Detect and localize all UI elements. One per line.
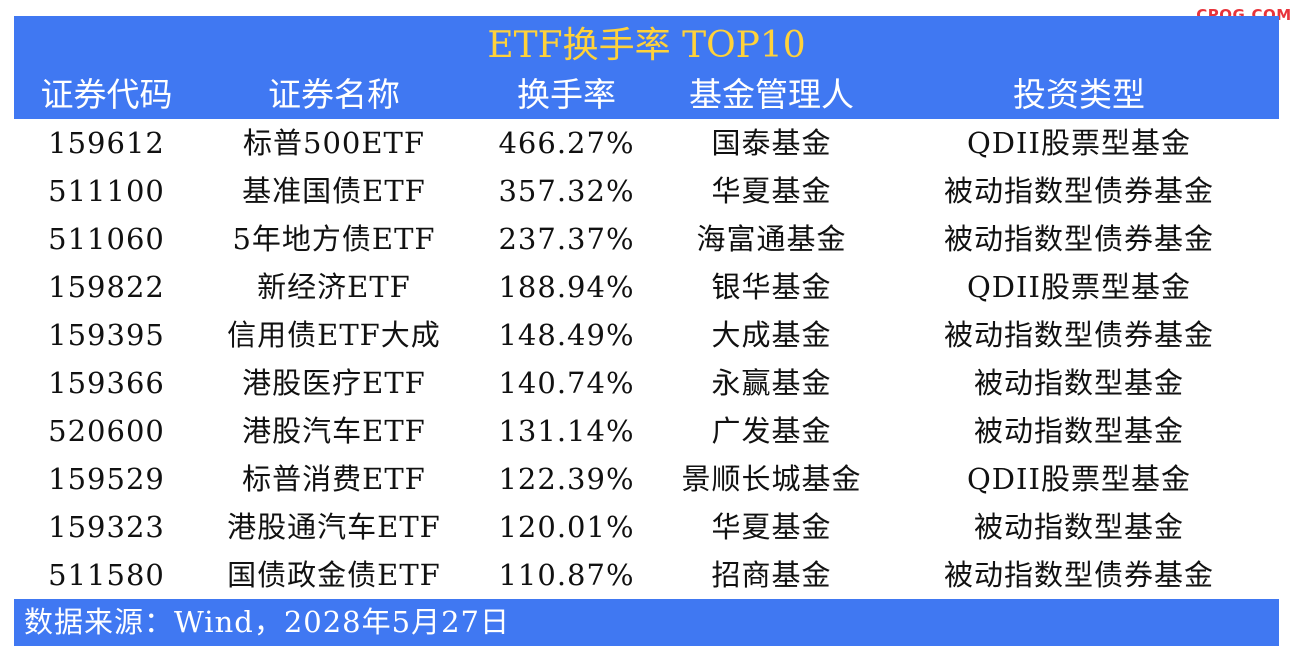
column-header-row: 证券代码 证券名称 换手率 基金管理人 投资类型 bbox=[14, 72, 1279, 118]
table-row: 159529 标普消费ETF 122.39% 景顺长城基金 QDII股票型基金 bbox=[14, 455, 1279, 503]
cell-code: 159366 bbox=[48, 366, 165, 400]
cell-manager: 招商基金 bbox=[711, 558, 832, 592]
cell-name: 标普消费ETF bbox=[242, 462, 426, 496]
cell-turnover: 148.49% bbox=[498, 318, 635, 352]
column-header-manager: 基金管理人 bbox=[689, 75, 854, 114]
cell-code: 159822 bbox=[48, 270, 165, 304]
cell-name: 港股汽车ETF bbox=[242, 414, 426, 448]
cell-type: QDII股票型基金 bbox=[967, 126, 1191, 160]
cell-manager: 华夏基金 bbox=[711, 174, 832, 208]
cell-type: QDII股票型基金 bbox=[967, 270, 1191, 304]
cell-type: 被动指数型债券基金 bbox=[943, 318, 1214, 352]
cell-turnover: 188.94% bbox=[498, 270, 635, 304]
column-header-type: 投资类型 bbox=[1013, 75, 1145, 114]
cell-manager: 广发基金 bbox=[711, 414, 832, 448]
table-row: 511580 国债政金债ETF 110.87% 招商基金 被动指数型债券基金 bbox=[14, 551, 1279, 599]
column-header-turnover: 换手率 bbox=[517, 75, 616, 114]
cell-name: 国债政金债ETF bbox=[227, 558, 441, 592]
cell-type: QDII股票型基金 bbox=[967, 462, 1191, 496]
cell-name: 信用债ETF大成 bbox=[227, 318, 441, 352]
table-row: 159366 港股医疗ETF 140.74% 永赢基金 被动指数型基金 bbox=[14, 359, 1279, 407]
etf-turnover-table: ETF换手率 TOP10 证券代码 证券名称 换手率 基金管理人 投资类型 15… bbox=[14, 16, 1279, 646]
table-body: 159612 标普500ETF 466.27% 国泰基金 QDII股票型基金 511100… bbox=[14, 119, 1279, 599]
cell-turnover: 140.74% bbox=[498, 366, 635, 400]
cell-name: 港股医疗ETF bbox=[242, 366, 426, 400]
cell-manager: 景顺长城基金 bbox=[681, 462, 862, 496]
table-row: 159612 标普500ETF 466.27% 国泰基金 QDII股票型基金 bbox=[14, 119, 1279, 167]
cell-manager: 国泰基金 bbox=[711, 126, 832, 160]
cell-turnover: 237.37% bbox=[498, 222, 635, 256]
table-row: 511100 基准国债ETF 357.32% 华夏基金 被动指数型债券基金 bbox=[14, 167, 1279, 215]
cell-code: 511580 bbox=[48, 558, 165, 592]
cell-name: 新经济ETF bbox=[257, 270, 411, 304]
cell-turnover: 466.27% bbox=[498, 126, 635, 160]
cell-code: 159612 bbox=[48, 126, 165, 160]
cell-type: 被动指数型债券基金 bbox=[943, 174, 1214, 208]
cell-type: 被动指数型债券基金 bbox=[943, 558, 1214, 592]
table-row: 520600 港股汽车ETF 131.14% 广发基金 被动指数型基金 bbox=[14, 407, 1279, 455]
cell-name: 基准国债ETF bbox=[242, 174, 426, 208]
cell-type: 被动指数型债券基金 bbox=[943, 222, 1214, 256]
cell-code: 511060 bbox=[48, 222, 165, 256]
cell-name: 港股通汽车ETF bbox=[227, 510, 441, 544]
cell-code: 511100 bbox=[48, 174, 165, 208]
cell-code: 159323 bbox=[48, 510, 165, 544]
cell-manager: 海富通基金 bbox=[696, 222, 847, 256]
column-header-name: 证券名称 bbox=[268, 75, 400, 114]
table-row: 511060 5年地方债ETF 237.37% 海富通基金 被动指数型债券基金 bbox=[14, 215, 1279, 263]
table-row: 159822 新经济ETF 188.94% 银华基金 QDII股票型基金 bbox=[14, 263, 1279, 311]
cell-type: 被动指数型基金 bbox=[973, 510, 1184, 544]
cell-code: 159395 bbox=[48, 318, 165, 352]
cell-code: 520600 bbox=[48, 414, 165, 448]
cell-type: 被动指数型基金 bbox=[973, 366, 1184, 400]
table-row: 159395 信用债ETF大成 148.49% 大成基金 被动指数型债券基金 bbox=[14, 311, 1279, 359]
cell-manager: 银华基金 bbox=[711, 270, 832, 304]
table-header: ETF换手率 TOP10 证券代码 证券名称 换手率 基金管理人 投资类型 bbox=[14, 16, 1279, 119]
cell-turnover: 110.87% bbox=[498, 558, 635, 592]
source-note: 数据来源：Wind，2028年5月27日 bbox=[14, 599, 1279, 646]
cell-name: 5年地方债ETF bbox=[232, 222, 436, 256]
cell-turnover: 122.39% bbox=[498, 462, 635, 496]
cell-manager: 永赢基金 bbox=[711, 366, 832, 400]
cell-turnover: 131.14% bbox=[498, 414, 635, 448]
cell-manager: 华夏基金 bbox=[711, 510, 832, 544]
cell-code: 159529 bbox=[48, 462, 165, 496]
cell-name: 标普500ETF bbox=[243, 126, 425, 160]
cell-turnover: 357.32% bbox=[498, 174, 635, 208]
column-header-code: 证券代码 bbox=[40, 75, 173, 114]
cell-type: 被动指数型基金 bbox=[973, 414, 1184, 448]
table-title: ETF换手率 TOP10 bbox=[487, 25, 806, 66]
table-row: 159323 港股通汽车ETF 120.01% 华夏基金 被动指数型基金 bbox=[14, 503, 1279, 551]
cell-turnover: 120.01% bbox=[498, 510, 635, 544]
cell-manager: 大成基金 bbox=[711, 318, 832, 352]
